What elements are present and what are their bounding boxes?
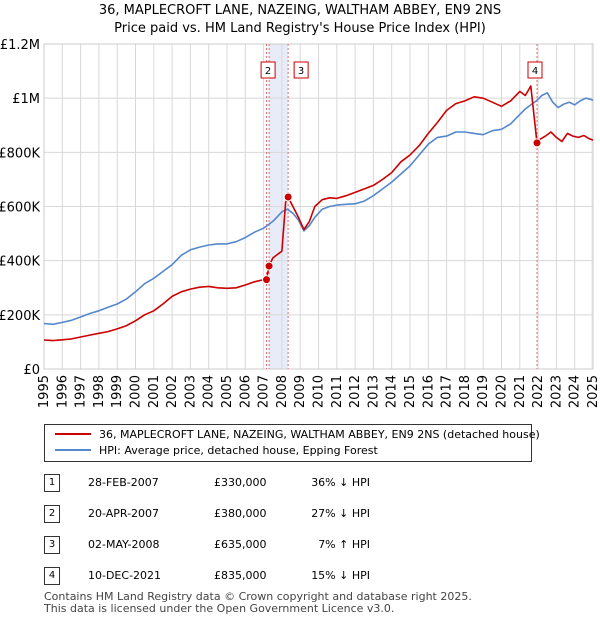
chart-subtitle: Price paid vs. HM Land Registry's House … (114, 21, 486, 36)
x-tick-label: 1998 (92, 375, 107, 408)
x-tick-label: 2001 (147, 375, 162, 408)
x-tick-label: 2006 (238, 375, 253, 408)
purchase-date: 10-DEC-2021 (88, 569, 162, 582)
x-tick-label: 1999 (110, 375, 125, 408)
x-tick-label: 2014 (385, 375, 400, 408)
purchase-number: 3 (44, 536, 60, 554)
x-tick-label: 2024 (568, 375, 583, 408)
purchase-price: £330,000 (214, 476, 267, 489)
legend-swatch-property (55, 433, 91, 435)
x-tick-label: 2025 (586, 375, 600, 408)
x-tick-label: 2016 (421, 375, 436, 408)
sale-point (262, 275, 272, 285)
x-tick-label: 1997 (74, 375, 89, 408)
chart-legend: 36, MAPLECROFT LANE, NAZEING, WALTHAM AB… (44, 424, 540, 462)
y-tick-label: £1M (12, 92, 40, 107)
x-tick-label: 2018 (458, 375, 473, 408)
x-tick-label: 2009 (293, 375, 308, 408)
chart-title: 36, MAPLECROFT LANE, NAZEING, WALTHAM AB… (98, 3, 502, 18)
purchase-price: £380,000 (214, 507, 267, 520)
purchase-hpi-change: 7% ↑ HPI (318, 538, 370, 551)
y-tick-label: £1.2M (0, 38, 40, 53)
purchase-date: 02-MAY-2008 (88, 538, 160, 551)
purchase-hpi-change: 27% ↓ HPI (311, 507, 370, 520)
x-tick-label: 2015 (403, 375, 418, 408)
purchase-date: 28-FEB-2007 (88, 476, 159, 489)
footer-copyright: Contains HM Land Registry data © Crown c… (44, 590, 472, 603)
sale-marker-label: 2 (265, 66, 271, 77)
x-tick-label: 2020 (495, 375, 510, 408)
y-tick-label: £800K (0, 146, 40, 161)
plot-frame (43, 43, 594, 370)
legend-item-property: 36, MAPLECROFT LANE, NAZEING, WALTHAM AB… (55, 427, 540, 443)
legend-label-property: 36, MAPLECROFT LANE, NAZEING, WALTHAM AB… (99, 428, 540, 441)
y-tick-label: £200K (0, 309, 40, 324)
x-tick-label: 2000 (129, 375, 144, 408)
y-tick-label: £600K (0, 201, 40, 216)
x-tick-label: 2019 (476, 375, 491, 408)
purchase-date: 20-APR-2007 (88, 507, 160, 520)
x-tick-label: 1995 (37, 375, 52, 408)
purchase-hpi-change: 36% ↓ HPI (311, 476, 370, 489)
sale-marker-badge (293, 61, 309, 79)
purchase-price: £635,000 (214, 538, 267, 551)
legend-swatch-hpi (55, 449, 91, 451)
x-tick-label: 2007 (257, 375, 272, 408)
x-tick-label: 1996 (55, 375, 70, 408)
purchase-number: 1 (44, 474, 60, 492)
legend-item-hpi: HPI: Average price, detached house, Eppi… (55, 443, 378, 459)
x-tick-label: 2004 (202, 375, 217, 408)
sale-marker-label: 3 (298, 66, 304, 77)
x-tick-label: 2023 (549, 375, 564, 408)
x-tick-label: 2003 (183, 375, 198, 408)
x-tick-label: 2005 (220, 375, 235, 408)
purchase-hpi-change: 15% ↓ HPI (311, 569, 370, 582)
purchase-number: 4 (44, 567, 60, 585)
x-tick-label: 2012 (348, 375, 363, 408)
legend-label-hpi: HPI: Average price, detached house, Eppi… (99, 444, 378, 457)
sale-point (532, 138, 542, 148)
property-price-line (43, 85, 594, 342)
sale-point (283, 192, 293, 202)
x-tick-label: 2011 (330, 375, 345, 408)
y-tick-label: £400K (0, 255, 40, 270)
x-tick-label: 2013 (366, 375, 381, 408)
x-tick-label: 2008 (275, 375, 290, 408)
sale-marker-badge (527, 61, 543, 79)
footer-licence: This data is licensed under the Open Gov… (44, 602, 395, 615)
x-tick-label: 2021 (513, 375, 528, 408)
x-tick-label: 2010 (312, 375, 327, 408)
x-tick-label: 2002 (165, 375, 180, 408)
y-tick-label: £0 (23, 363, 40, 378)
hpi-line (43, 92, 594, 326)
x-tick-label: 2017 (440, 375, 455, 408)
sale-point (264, 261, 274, 271)
purchase-number: 2 (44, 505, 60, 523)
x-tick-label: 2022 (531, 375, 546, 408)
sale-marker-badge (260, 61, 276, 79)
sale-marker-label: 4 (532, 66, 538, 77)
purchase-price: £835,000 (214, 569, 267, 582)
